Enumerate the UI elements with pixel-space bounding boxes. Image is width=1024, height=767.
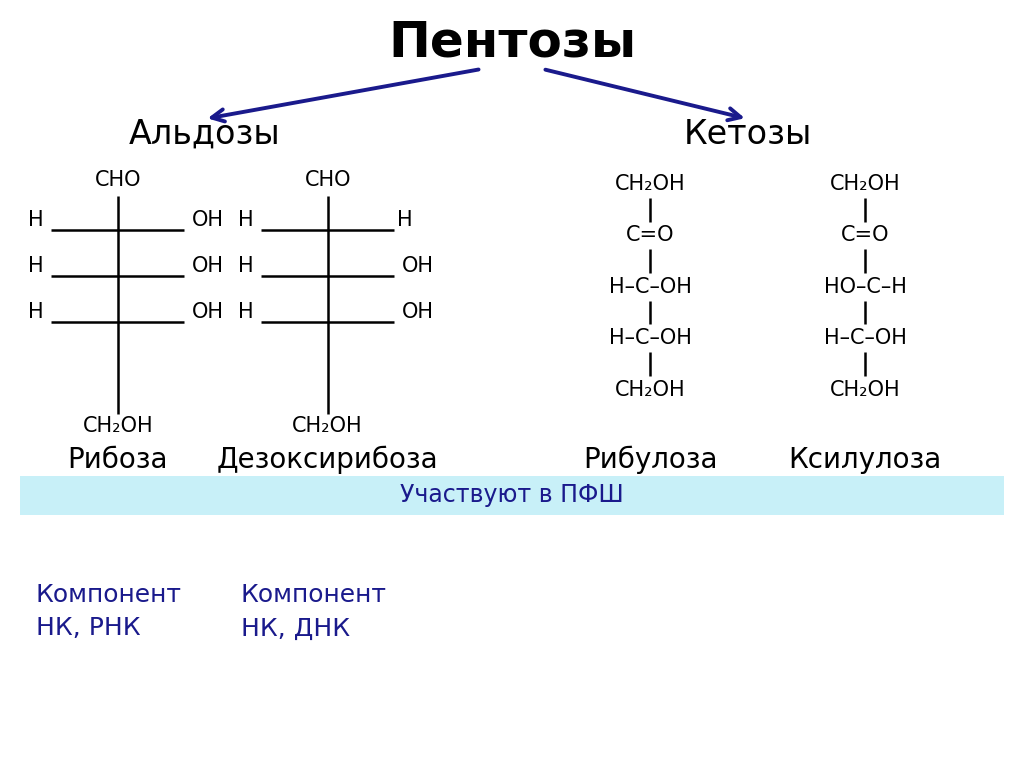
Text: CH₂OH: CH₂OH xyxy=(830,174,900,194)
Text: CH₂OH: CH₂OH xyxy=(83,416,153,436)
Text: HO–C–H: HO–C–H xyxy=(824,277,906,297)
Text: Компонент
НК, РНК: Компонент НК, РНК xyxy=(36,583,182,640)
Text: Пентозы: Пентозы xyxy=(388,18,636,66)
Text: OH: OH xyxy=(191,256,224,276)
Text: Ксилулоза: Ксилулоза xyxy=(788,446,942,474)
Text: H: H xyxy=(396,210,413,230)
Text: H–C–OH: H–C–OH xyxy=(609,277,691,297)
FancyBboxPatch shape xyxy=(20,476,1004,515)
Text: CH₂OH: CH₂OH xyxy=(615,380,685,400)
Text: C=O: C=O xyxy=(626,225,675,245)
Text: H: H xyxy=(28,210,44,230)
Text: CH₂OH: CH₂OH xyxy=(830,380,900,400)
Text: OH: OH xyxy=(401,302,434,322)
Text: Кетозы: Кетозы xyxy=(683,117,812,151)
Text: Рибулоза: Рибулоза xyxy=(583,446,718,475)
Text: Участвуют в ПФШ: Участвуют в ПФШ xyxy=(400,483,624,508)
Text: H: H xyxy=(238,302,254,322)
Text: H: H xyxy=(28,302,44,322)
Text: H–C–OH: H–C–OH xyxy=(824,328,906,348)
Text: CH₂OH: CH₂OH xyxy=(615,174,685,194)
Text: Дезоксирибоза: Дезоксирибоза xyxy=(217,446,438,475)
Text: H: H xyxy=(238,256,254,276)
Text: Компонент
НК, ДНК: Компонент НК, ДНК xyxy=(241,583,387,640)
Text: H: H xyxy=(238,210,254,230)
Text: H–C–OH: H–C–OH xyxy=(609,328,691,348)
Text: OH: OH xyxy=(401,256,434,276)
Text: OH: OH xyxy=(191,302,224,322)
Text: CHO: CHO xyxy=(94,170,141,190)
Text: CHO: CHO xyxy=(304,170,351,190)
Text: C=O: C=O xyxy=(841,225,890,245)
Text: Рибоза: Рибоза xyxy=(68,446,168,474)
Text: Альдозы: Альдозы xyxy=(129,117,281,151)
Text: CH₂OH: CH₂OH xyxy=(293,416,362,436)
Text: OH: OH xyxy=(191,210,224,230)
Text: H: H xyxy=(28,256,44,276)
